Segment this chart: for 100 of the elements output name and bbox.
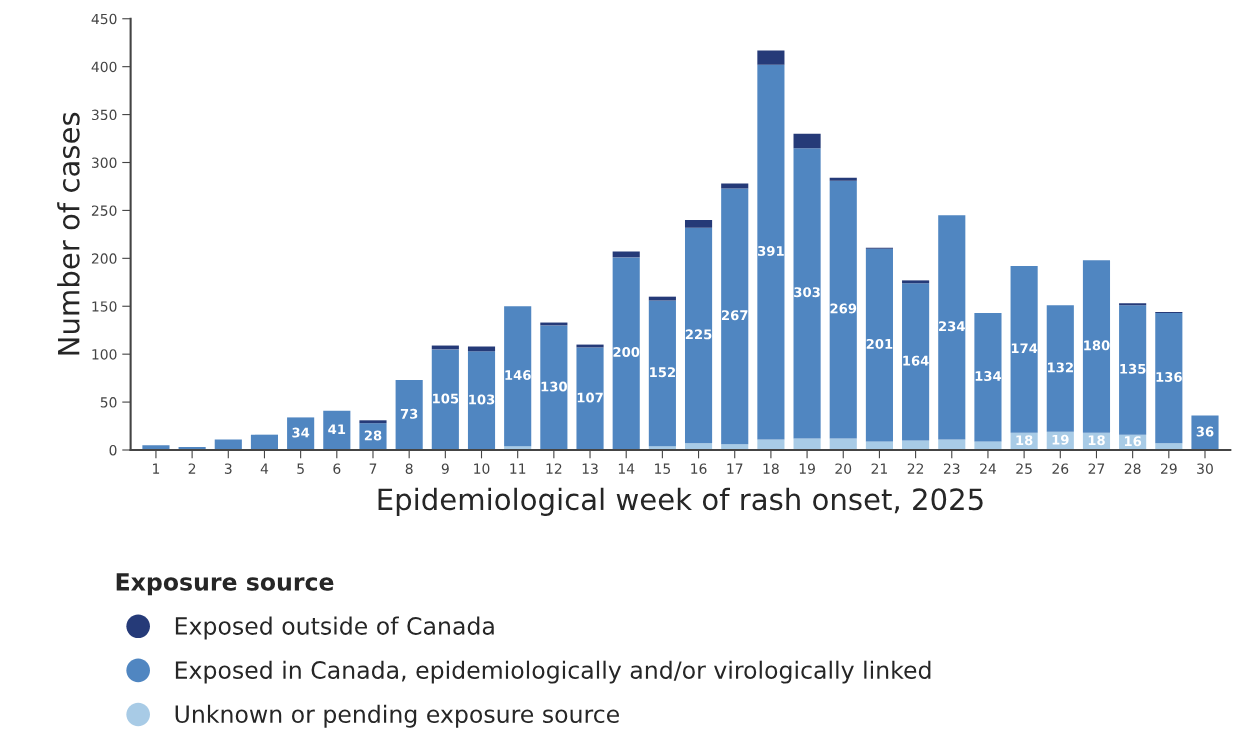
x-tick-label: 22: [907, 463, 924, 474]
data-label: 164: [903, 355, 929, 366]
x-tick-label: 15: [655, 463, 670, 474]
bar: [540, 325, 568, 450]
x-tick-label: 20: [835, 463, 852, 474]
x-tick-label: 23: [943, 463, 960, 474]
bar: [648, 300, 676, 447]
data-label: 73: [400, 408, 418, 419]
bar: [395, 380, 423, 450]
bar: [757, 64, 785, 440]
x-tick-label: 24: [980, 463, 997, 474]
bar: [612, 257, 640, 450]
x-tick-label: 30: [1197, 463, 1213, 474]
y-tick-label: 450: [91, 13, 117, 25]
data-label: 107: [577, 392, 603, 403]
x-tick-label: 3: [224, 463, 232, 474]
data-label: 103: [469, 394, 495, 405]
x-tick-label: 4: [260, 463, 269, 474]
y-tick-label: 150: [92, 301, 117, 312]
data-label: 200: [613, 347, 640, 358]
bar: [1046, 305, 1074, 432]
x-tick-label: 11: [510, 463, 526, 474]
bar: [250, 434, 279, 450]
bar: [684, 227, 713, 444]
data-label: 105: [433, 393, 459, 404]
bar: [902, 280, 930, 284]
bar: [431, 349, 459, 450]
y-tick-label: 250: [91, 205, 117, 216]
bar: [1155, 312, 1183, 444]
data-label: 136: [1156, 371, 1182, 382]
bar: [576, 347, 604, 450]
bar: [214, 439, 242, 450]
bar: [359, 420, 387, 424]
data-label: 16: [1124, 436, 1142, 447]
data-label: 134: [975, 371, 1002, 381]
x-tick-label: 12: [546, 463, 562, 474]
bar: [504, 306, 532, 447]
bar: [938, 215, 966, 440]
data-label: 152: [650, 367, 676, 378]
y-tick-label: 0: [109, 444, 117, 456]
bar: [1010, 266, 1038, 433]
bar: [865, 441, 893, 450]
x-tick-label: 29: [1161, 463, 1177, 474]
x-tick-label: 9: [441, 463, 449, 474]
x-tick-label: 19: [799, 463, 815, 474]
legend-label: Unknown or pending exposure source: [175, 704, 619, 728]
bar: [648, 296, 676, 301]
data-label: 34: [292, 427, 310, 438]
x-tick-label: 25: [1016, 463, 1032, 474]
data-label: 303: [794, 287, 820, 298]
legend-title: Exposure source: [116, 573, 334, 596]
x-tick-label: 5: [297, 463, 304, 474]
x-tick-label: 13: [582, 463, 598, 474]
data-label: 201: [866, 338, 893, 349]
legend-label: Exposed in Canada, epidemiologically and/or virologically linked: [175, 660, 931, 684]
data-label: 41: [328, 424, 346, 434]
data-label: 36: [1196, 426, 1214, 437]
bar: [684, 220, 713, 228]
x-tick-label: 16: [691, 463, 707, 474]
y-tick-label: 350: [91, 109, 117, 121]
bar: [1082, 260, 1111, 433]
legend-label: Exposed outside of Canada: [175, 616, 494, 640]
y-tick-label: 50: [100, 397, 117, 408]
bar: [1191, 415, 1219, 450]
x-tick-label: 18: [763, 463, 779, 474]
data-label: 180: [1084, 340, 1110, 351]
y-tick-label: 300: [91, 157, 117, 168]
x-tick-label: 28: [1124, 463, 1141, 474]
bar: [467, 346, 496, 352]
bar: [793, 148, 821, 439]
x-tick-label: 6: [333, 463, 341, 474]
bar: [793, 133, 821, 149]
bar: [757, 439, 785, 450]
bar: [829, 177, 857, 181]
data-label: 18: [1016, 435, 1033, 446]
x-tick-label: 1: [153, 463, 160, 474]
x-tick-label: 21: [871, 463, 887, 474]
data-label: 132: [1048, 362, 1073, 373]
bar: [974, 441, 1002, 450]
bar: [829, 180, 857, 439]
data-label: 18: [1088, 435, 1105, 446]
data-label: 234: [939, 321, 965, 332]
data-label: 135: [1120, 363, 1146, 374]
x-tick-label: 26: [1052, 463, 1069, 474]
data-label: 174: [1011, 343, 1038, 354]
data-label: 267: [722, 310, 748, 321]
data-label: 28: [364, 430, 382, 441]
data-label: 130: [541, 381, 567, 392]
bar: [902, 283, 930, 441]
bar: [865, 248, 893, 442]
bar: [902, 440, 930, 450]
bar: [938, 439, 966, 450]
data-label: 146: [505, 370, 531, 381]
x-tick-label: 2: [188, 463, 196, 474]
bar: [467, 351, 496, 450]
bar: [757, 50, 785, 65]
bar: [974, 312, 1002, 442]
y-tick-label: 400: [91, 61, 117, 73]
x-tick-label: 8: [405, 463, 413, 474]
y-axis-title: Number of cases: [57, 112, 80, 355]
